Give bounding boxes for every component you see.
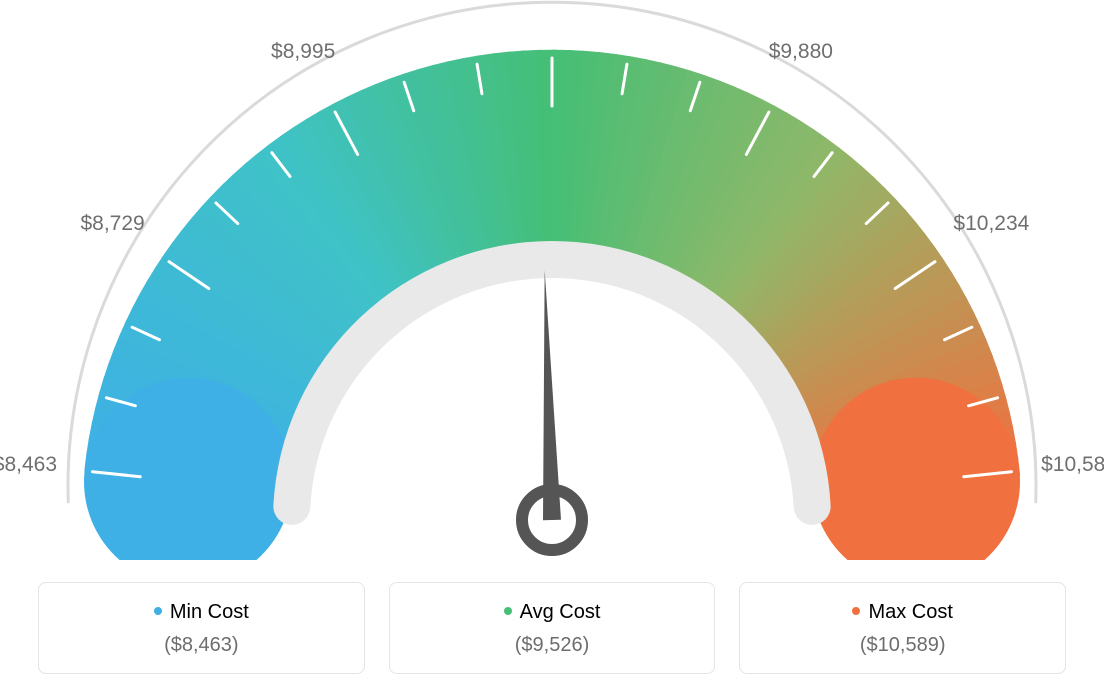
tick-label: $9,880 xyxy=(769,40,833,64)
tick-label: $8,463 xyxy=(0,453,57,477)
tick-label: $10,589 xyxy=(1041,453,1104,477)
legend-label-min: Min Cost xyxy=(170,601,249,623)
tick-label: $8,995 xyxy=(271,40,335,64)
gauge-svg xyxy=(0,0,1104,560)
legend-dot-avg xyxy=(504,607,512,615)
tick-label: $10,234 xyxy=(953,212,1029,236)
legend-row: Min Cost ($8,463) Avg Cost ($9,526) Max … xyxy=(0,582,1104,674)
tick-label: $9,526 xyxy=(520,0,584,2)
legend-value-avg: ($9,526) xyxy=(400,634,705,657)
legend-value-min: ($8,463) xyxy=(49,634,354,657)
legend-card-avg: Avg Cost ($9,526) xyxy=(389,582,716,674)
legend-card-max: Max Cost ($10,589) xyxy=(739,582,1066,674)
legend-title-avg: Avg Cost xyxy=(400,601,705,624)
legend-title-min: Min Cost xyxy=(49,601,354,624)
gauge-chart: $8,463 $8,729 $8,995 $9,526 $9,880 $10,234 $10… xyxy=(0,0,1104,560)
legend-dot-min xyxy=(154,607,162,615)
legend-card-min: Min Cost ($8,463) xyxy=(38,582,365,674)
legend-title-max: Max Cost xyxy=(750,601,1055,624)
legend-dot-max xyxy=(852,607,860,615)
legend-label-avg: Avg Cost xyxy=(520,601,601,623)
legend-value-max: ($10,589) xyxy=(750,634,1055,657)
tick-label: $8,729 xyxy=(80,212,144,236)
legend-label-max: Max Cost xyxy=(868,601,952,623)
